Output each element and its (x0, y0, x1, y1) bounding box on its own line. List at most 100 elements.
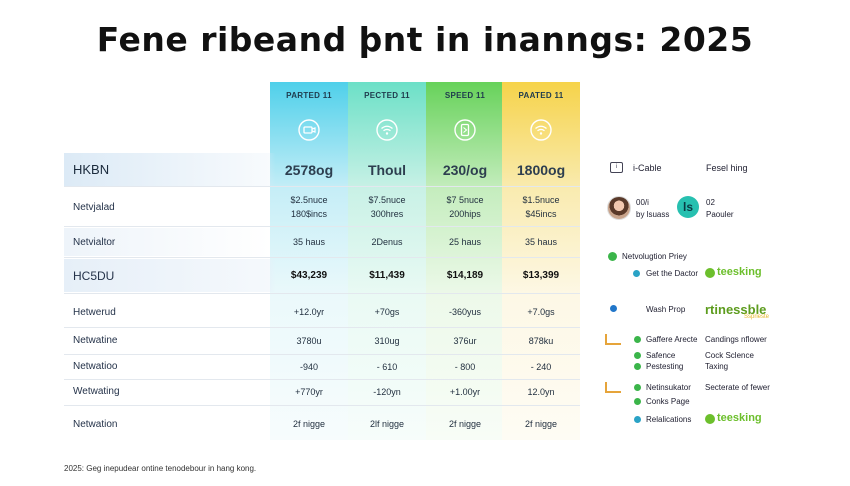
table-row: Netwatioo -940 - 610 - 800 - 240 (64, 354, 580, 379)
plan-header-1: PARTED 11 (286, 91, 332, 100)
row-divider (64, 257, 580, 258)
green-dot-icon (634, 384, 641, 391)
teal-dot-icon (633, 270, 640, 277)
side-caffere: Gaffere Arecte (646, 335, 698, 344)
table-cell: 376ur (453, 335, 477, 346)
row-label: Netvjalad (73, 201, 115, 213)
table-cell: $7 5nuce 200hips (446, 195, 484, 219)
side-toxing: Taxing (705, 362, 729, 371)
table-cell: $14,189 (446, 269, 484, 281)
green-dot-icon (634, 336, 641, 343)
table-row: Netwatine 3780u 310ug 376ur 878ku (64, 327, 580, 354)
side-get-doctor: Get the Dactor (646, 269, 699, 278)
side-newplan: Netvolugtion Priey (622, 252, 687, 261)
row-divider (64, 405, 580, 406)
page-title: Fene ribeand þnt in inanngs: 2025 (96, 20, 754, 59)
table-cell: -940 (299, 361, 318, 372)
green-dot-icon (634, 398, 641, 405)
green-dot-icon (634, 363, 641, 370)
orange-flag-icon (605, 382, 621, 393)
row-label: Netvialtor (73, 236, 116, 248)
tv-icon: i (610, 162, 623, 173)
row-divider (64, 327, 580, 328)
side-netinsulator: Netinsukator (646, 383, 691, 392)
lime-dot-icon (705, 268, 715, 278)
table-cell: 1800og (516, 161, 566, 178)
teal-dot-icon (634, 416, 641, 423)
side-badge-top: 02 (706, 198, 715, 207)
side-rtinessble: rtinessble (705, 302, 767, 317)
footer-note: 2025: Geg inepudear ontine tenodebour in… (64, 464, 257, 473)
row-divider (64, 379, 580, 380)
table-cell: $7.5nuce 300hres (368, 195, 406, 219)
row-label: Hetwerud (73, 306, 116, 318)
table-cell: 2f nigge (448, 419, 482, 429)
side-teesking-2: teesking (717, 412, 762, 424)
table-cell: +770yr (295, 386, 323, 397)
table-row: Netvjalad $2.5nuce 180$incs $7.5nuce 300hr… (64, 188, 580, 226)
side-secterate: Secterate of fewer (705, 383, 770, 392)
table-row: Hetwerud +12.0yr +70gs -360yus +7.0gs (64, 297, 580, 327)
green-dot-icon (634, 352, 641, 359)
table-cell: 35 haus (524, 237, 558, 247)
lime-dot-icon (705, 414, 715, 424)
table-cell: 35 haus (292, 237, 326, 247)
router-icon (298, 118, 320, 146)
table-cell: 2f nigge (292, 419, 326, 429)
phone-icon (454, 118, 476, 146)
table-cell: 2578og (284, 161, 334, 178)
table-cell: -120yn (373, 386, 401, 397)
side-avatar-top: 00/i (636, 198, 649, 207)
table-cell: 310ug (374, 335, 400, 346)
row-label: Wetwating (73, 386, 120, 397)
side-icable: i-Cable (633, 163, 662, 173)
table-cell: 12.0yn (527, 386, 555, 397)
row-divider (64, 354, 580, 355)
side-rtinessble-sub: Ssprieste (744, 314, 770, 320)
table-cell: 3780u (296, 335, 322, 346)
side-teesking-1: teesking (717, 266, 762, 278)
row-label: HC5DU (73, 268, 115, 283)
row-divider (64, 186, 580, 187)
table-cell: - 800 (454, 361, 476, 372)
table-cell: $43,239 (290, 269, 328, 281)
table-row: Wetwating +770yr -120yn +1.00yr 12.0yn (64, 379, 580, 404)
table-cell: -360yus (448, 307, 482, 317)
green-dot-icon (608, 252, 617, 261)
table-cell: 2Denus (371, 237, 403, 247)
table-cell: $1.5nuce $45incs (522, 195, 560, 219)
side-cock: Cock Sclence (705, 351, 754, 360)
side-badge-bottom: Paouler (706, 210, 734, 219)
brand-logo-icon: ls (677, 196, 699, 218)
side-conks: Conks Page (646, 397, 690, 406)
plan-header-2: PECTED 11 (364, 91, 410, 100)
side-wash: Wash Prop (646, 305, 686, 314)
table-cell: +1.00yr (449, 386, 481, 397)
table-cell: $13,399 (522, 269, 560, 281)
row-label: HKBN (73, 162, 110, 177)
table-cell: 230/og (442, 161, 488, 178)
row-label: Netwation (73, 418, 118, 430)
table-cell: - 240 (530, 361, 552, 372)
table-cell: 2lf nigge (369, 419, 405, 429)
side-avatar-bottom: by lsuass (636, 210, 670, 219)
side-safence: Safence (646, 351, 676, 360)
side-pestesting: Pestesting (646, 362, 684, 371)
table-row: Netvialtor 35 haus 2Denus 25 haus 35 hau… (64, 228, 580, 256)
table-row-provider: HKBN 2578og Thoul 230/og 1800og (64, 153, 580, 186)
orange-flag-icon (605, 334, 621, 345)
plan-header-4: PAATED 11 (518, 91, 564, 100)
row-label: Netwatine (73, 335, 118, 346)
table-cell: 25 haus (448, 237, 482, 247)
table-cell: +70gs (374, 307, 400, 317)
side-relalications: Relalications (646, 415, 692, 424)
table-row-price: HC5DU $43,239 $11,439 $14,189 $13,399 (64, 259, 580, 292)
plan-header-3: SPEED 11 (444, 91, 486, 100)
table-cell: +12.0yr (293, 307, 325, 317)
row-divider (64, 226, 580, 227)
blue-dot-icon (610, 305, 617, 312)
side-candings: Candings nflower (705, 335, 767, 344)
row-label: Netwatioo (73, 361, 118, 372)
row-divider (64, 293, 580, 294)
table-cell: $2.5nuce 180$incs (290, 195, 328, 219)
